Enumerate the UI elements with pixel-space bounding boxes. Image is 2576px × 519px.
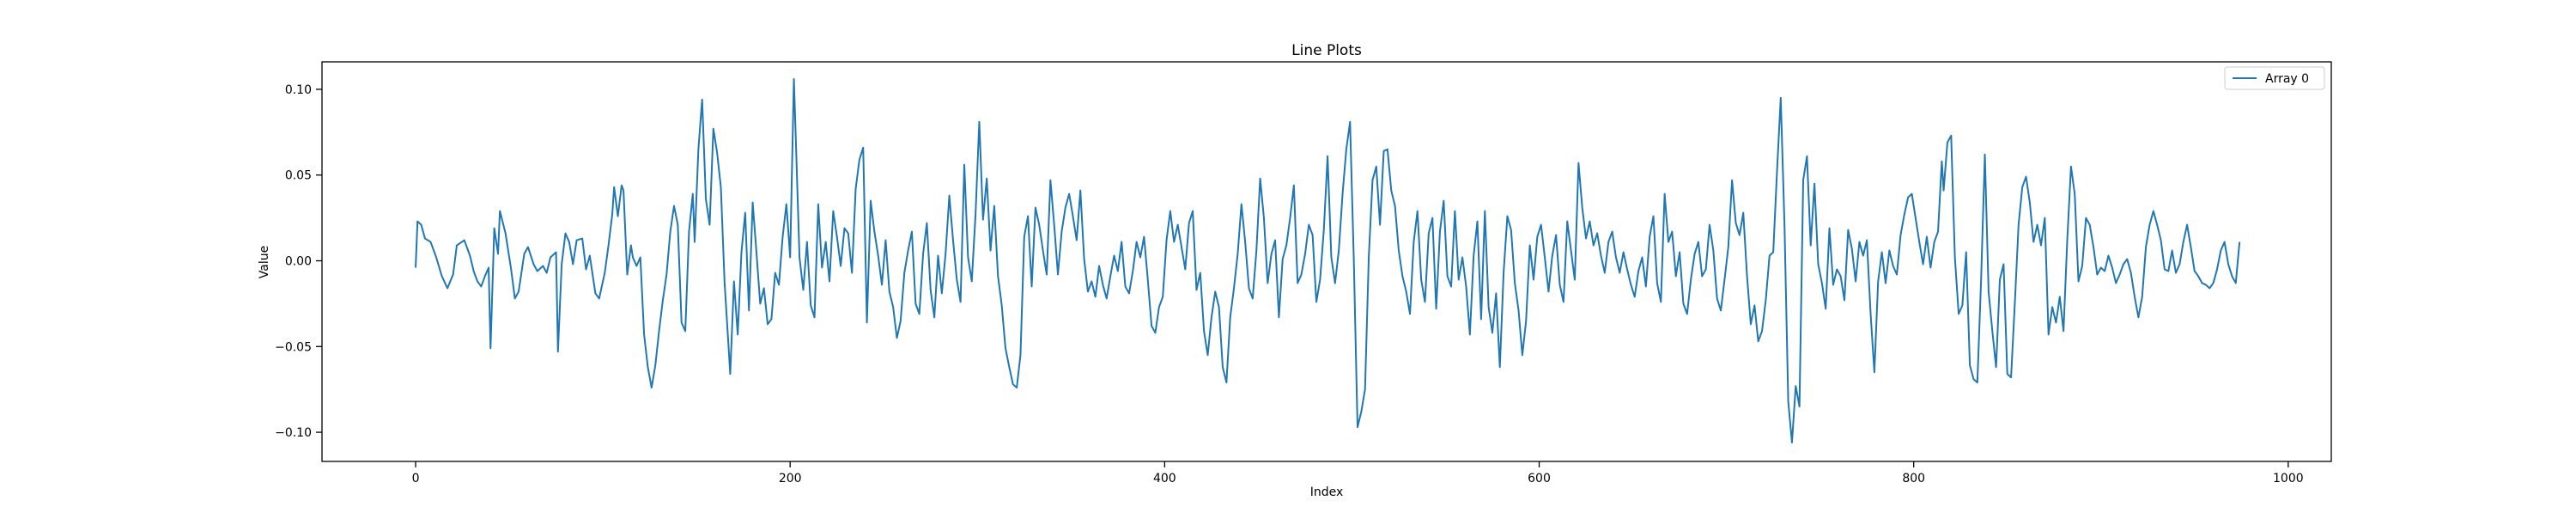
chart-title: Line Plots: [1291, 42, 1362, 59]
x-tick-label: 800: [1902, 472, 1925, 485]
y-axis-label: Value: [258, 246, 271, 278]
legend: Array 0: [2224, 66, 2325, 90]
x-tick-label: 0: [412, 472, 420, 485]
y-tick-label: −0.10: [275, 426, 312, 440]
x-tick-label: 200: [779, 472, 802, 485]
x-tick-label: 600: [1528, 472, 1551, 485]
x-axis-label: Index: [1310, 485, 1344, 499]
series-line-0: [415, 77, 2241, 444]
legend-label: Array 0: [2265, 72, 2309, 86]
axes-frame: [321, 61, 2332, 462]
x-tick-label: 400: [1153, 472, 1176, 485]
y-tick-label: 0.05: [285, 169, 312, 183]
y-tick-label: 0.00: [285, 255, 312, 269]
plot-area: 0 200 400 600 800 1000 −0.10 −0.05 0.00 0.05 0.10 A…: [275, 61, 2332, 485]
y-tick-label: 0.10: [285, 83, 312, 97]
y-tick-label: −0.05: [275, 340, 312, 354]
legend-box: [2224, 66, 2325, 90]
x-tick-label: 1000: [2273, 472, 2304, 485]
